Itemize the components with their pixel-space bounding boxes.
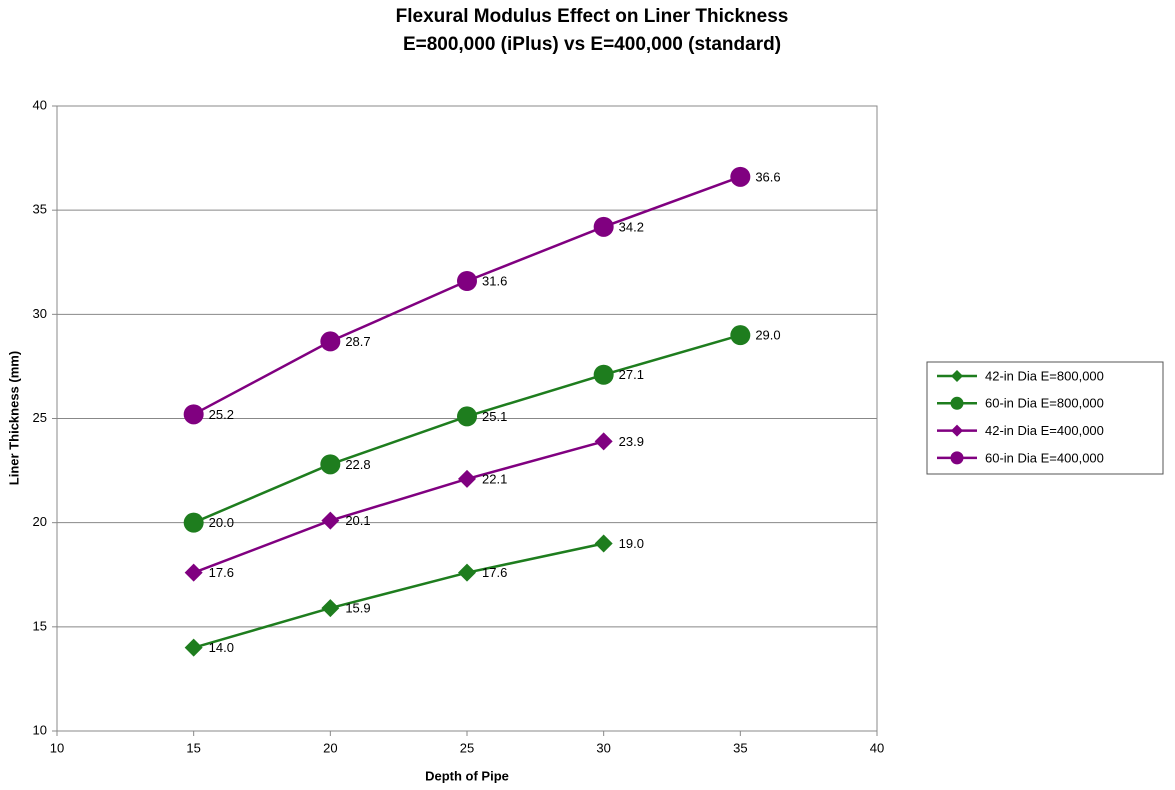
y-tick-label: 25 (33, 410, 47, 425)
marker (593, 216, 614, 237)
data-label: 25.2 (209, 407, 234, 422)
data-label: 22.1 (482, 471, 507, 486)
marker (321, 599, 340, 618)
marker (184, 563, 203, 582)
marker (457, 271, 477, 291)
marker (320, 454, 341, 475)
marker (457, 406, 477, 427)
legend-box (926, 361, 1164, 475)
data-label: 20.1 (345, 513, 370, 528)
marker (730, 325, 751, 346)
series-line (193, 440, 604, 574)
x-axis-title: Depth of Pipe (425, 768, 509, 783)
marker (458, 563, 476, 582)
x-tick-label: 35 (733, 740, 747, 755)
marker (184, 638, 203, 657)
plot-frame (56, 105, 878, 732)
data-label: 15.9 (345, 601, 370, 616)
chart-title: Flexural Modulus Effect on Liner Thickne… (396, 6, 789, 27)
y-axis-title: Liner Thickness (mm) (6, 351, 21, 485)
data-label: 14.0 (209, 640, 234, 655)
y-tick-label: 35 (33, 202, 47, 217)
marker (593, 364, 614, 385)
data-label: 34.2 (619, 219, 644, 234)
y-tick-label: 15 (33, 618, 47, 633)
marker (951, 424, 963, 437)
data-label: 20.0 (209, 515, 234, 530)
marker (321, 511, 340, 530)
marker (594, 534, 613, 553)
marker (730, 166, 751, 187)
data-label: 22.8 (345, 457, 370, 472)
marker (458, 469, 476, 488)
x-tick-label: 15 (186, 740, 200, 755)
y-tick-label: 30 (33, 306, 47, 321)
data-label: 27.1 (619, 367, 644, 382)
series-line (193, 175, 741, 416)
legend-label: 42-in Dia E=400,000 (985, 423, 1104, 438)
legend-label: 60-in Dia E=400,000 (985, 450, 1104, 465)
legend-label: 42-in Dia E=800,000 (985, 368, 1104, 383)
data-label: 17.6 (209, 565, 234, 580)
data-label: 25.1 (482, 409, 507, 424)
data-label: 29.0 (755, 328, 780, 343)
data-label: 36.6 (755, 169, 780, 184)
data-label: 19.0 (619, 536, 644, 551)
x-tick-label: 25 (460, 740, 474, 755)
marker (183, 404, 204, 425)
data-label: 31.6 (482, 273, 507, 288)
x-tick-label: 10 (50, 740, 64, 755)
legend-label: 60-in Dia E=800,000 (985, 396, 1104, 411)
data-label: 23.9 (619, 434, 644, 449)
x-tick-label: 20 (323, 740, 337, 755)
marker (183, 512, 204, 533)
marker (950, 396, 964, 410)
marker (950, 451, 964, 465)
y-tick-label: 10 (33, 722, 47, 737)
y-tick-label: 40 (33, 97, 47, 112)
marker (594, 432, 613, 451)
data-label: 17.6 (482, 565, 507, 580)
series-line (193, 333, 741, 524)
x-tick-label: 30 (596, 740, 610, 755)
y-tick-label: 20 (33, 514, 47, 529)
series-line (193, 542, 604, 649)
marker (320, 331, 341, 352)
x-tick-label: 40 (870, 740, 884, 755)
marker (951, 370, 963, 382)
chart-subtitle: E=800,000 (iPlus) vs E=400,000 (standard… (403, 34, 781, 55)
data-label: 28.7 (345, 334, 370, 349)
